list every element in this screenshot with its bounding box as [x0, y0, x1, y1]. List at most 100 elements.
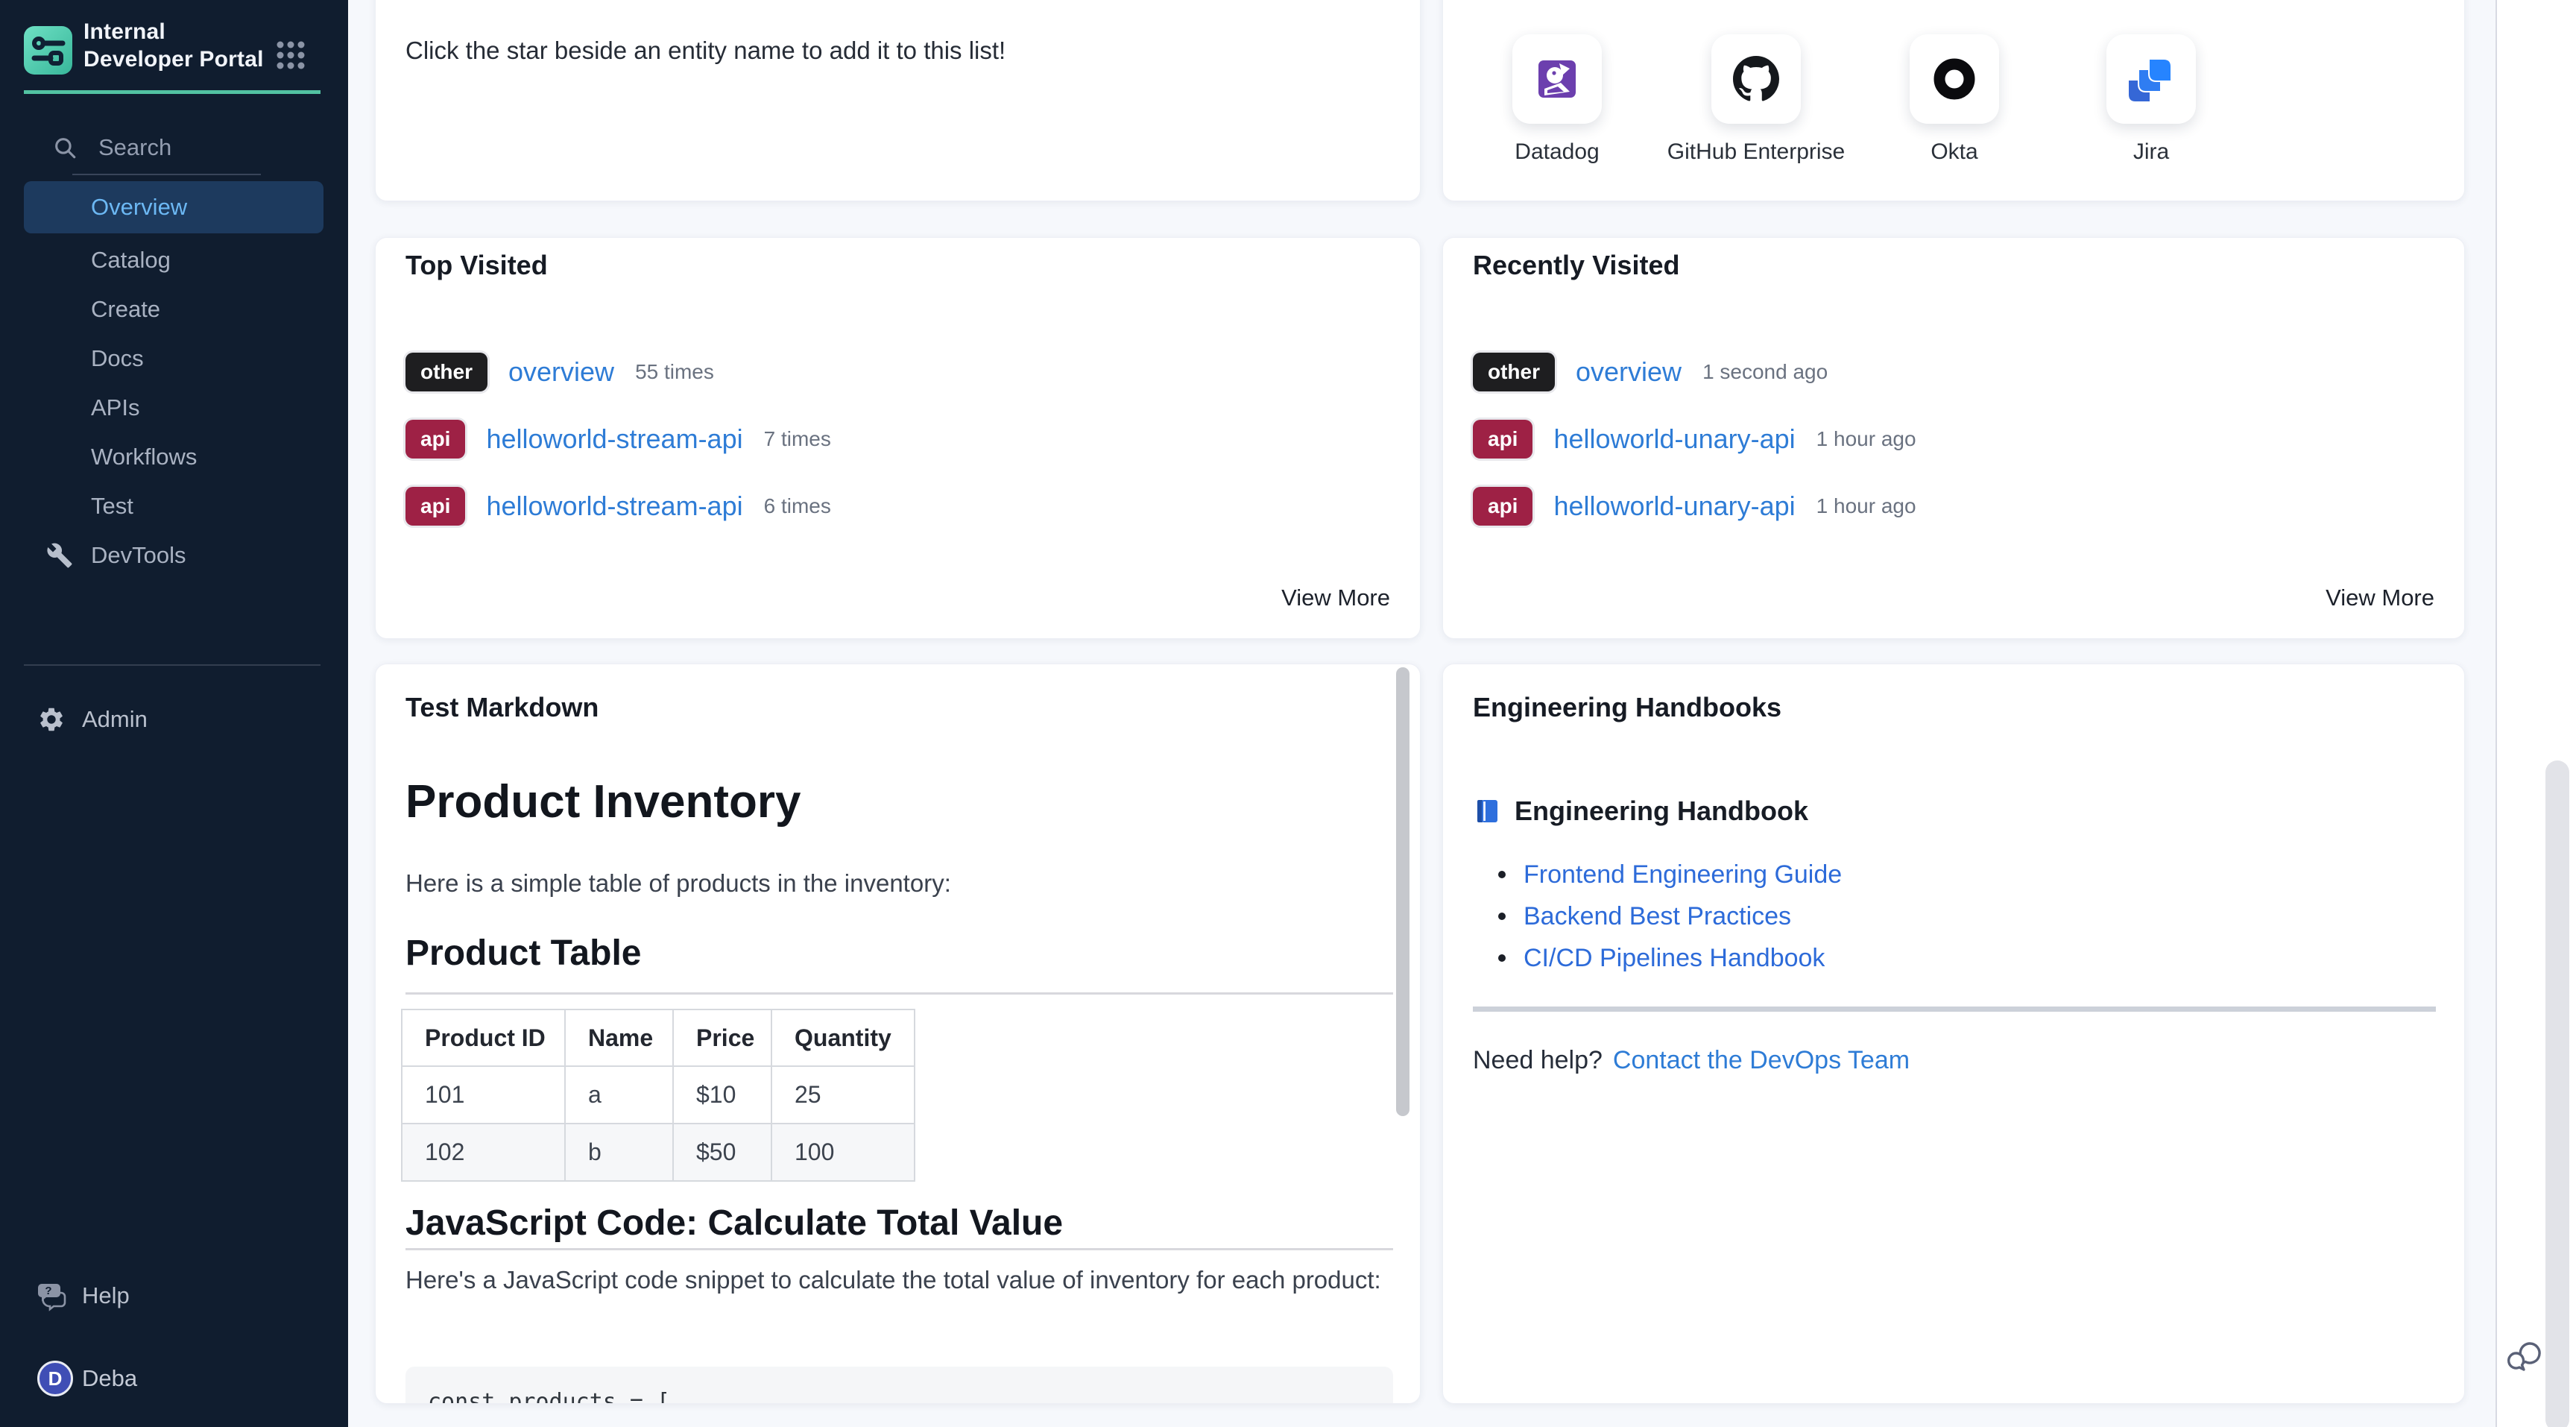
card-title: Top Visited — [405, 250, 548, 280]
table-cell: 102 — [401, 1123, 566, 1182]
sidebar-item-test[interactable]: Test — [24, 482, 323, 531]
okta-icon — [1931, 56, 1977, 102]
handbook-link[interactable]: Backend Best Practices — [1524, 901, 1792, 930]
sidebar-item-label: Docs — [91, 345, 144, 371]
visit-count: 7 times — [763, 427, 831, 450]
search-icon — [52, 135, 78, 160]
entity-link[interactable]: helloworld-unary-api — [1553, 423, 1796, 454]
sidebar-item-docs[interactable]: Docs — [24, 334, 323, 383]
app-logo[interactable] — [24, 26, 72, 75]
handbook-link[interactable]: Frontend Engineering Guide — [1524, 860, 1843, 889]
kind-chip-api: api — [1473, 487, 1533, 526]
page-scrollbar-thumb[interactable] — [2545, 760, 2569, 1427]
user-name: Deba — [82, 1365, 138, 1391]
test-markdown-card: Test Markdown Product Inventory Here is … — [375, 664, 1421, 1404]
sidebar-item-catalog[interactable]: Catalog — [24, 236, 323, 285]
need-help-text: Need help? — [1473, 1046, 1603, 1074]
kind-chip-other: other — [1473, 353, 1555, 391]
starred-entities-card: Click the star beside an entity name to … — [375, 0, 1421, 201]
table-cell: $50 — [672, 1123, 772, 1182]
kind-chip-other: other — [405, 353, 487, 391]
handbook-list-item: Frontend Engineering Guide — [1498, 857, 1842, 892]
engineering-handbooks-card: Engineering Handbooks Engineering Handbo… — [1442, 664, 2465, 1404]
view-more-button[interactable]: View More — [1281, 585, 1390, 611]
markdown-paragraph: Here is a simple table of products in th… — [405, 869, 951, 897]
table-cell: a — [564, 1065, 674, 1124]
table-row: 101 a $10 25 — [401, 1065, 915, 1124]
handbook-divider — [1473, 1007, 2436, 1012]
bullet-dot — [1498, 913, 1506, 920]
sidebar-item-workflows[interactable]: Workflows — [24, 432, 323, 482]
code-line: const products = [ — [428, 1389, 671, 1404]
table-cell: 25 — [771, 1065, 915, 1124]
sidebar-item-admin[interactable]: Admin — [24, 695, 323, 744]
markdown-divider — [405, 1248, 1393, 1250]
markdown-h1: Product Inventory — [405, 776, 801, 828]
entity-link[interactable]: helloworld-stream-api — [486, 423, 743, 454]
sidebar-item-label: Admin — [82, 706, 148, 732]
toolkit-label-okta: Okta — [1931, 139, 1978, 164]
github-icon — [1733, 56, 1779, 102]
svg-text:?: ? — [45, 1285, 51, 1297]
sidebar-item-devtools[interactable]: DevTools — [24, 531, 323, 580]
sidebar-item-apis[interactable]: APIs — [24, 383, 323, 432]
handbook-section-heading: Engineering Handbook — [1473, 796, 1808, 827]
app-title: Internal Developer Portal — [83, 19, 264, 72]
visited-row: other overview 1 second ago — [1473, 350, 1828, 394]
table-cell: b — [564, 1123, 674, 1182]
book-icon — [1473, 797, 1501, 825]
product-table: Product ID Name Price Quantity 101 a $10… — [401, 1009, 915, 1182]
sidebar-search[interactable]: Search — [52, 128, 298, 167]
search-label: Search — [98, 134, 172, 160]
visit-time: 1 hour ago — [1816, 494, 1916, 517]
sidebar-item-help[interactable]: ? Help — [24, 1271, 323, 1320]
sidebar-item-create[interactable]: Create — [24, 285, 323, 334]
toolkit-card: Datadog GitHub Enterprise Okta Jira — [1442, 0, 2465, 201]
sidebar-item-label: Help — [82, 1282, 130, 1308]
starred-empty-message: Click the star beside an entity name to … — [405, 37, 1006, 64]
visited-row: other overview 55 times — [405, 350, 714, 394]
help-chat-icon: ? — [37, 1280, 69, 1311]
entity-link[interactable]: overview — [508, 356, 615, 387]
toolkit-label-datadog: Datadog — [1515, 139, 1600, 164]
chat-widget-button[interactable] — [2501, 1333, 2548, 1379]
view-more-button[interactable]: View More — [2326, 585, 2434, 611]
sidebar-item-overview[interactable]: Overview — [24, 181, 323, 233]
entity-link[interactable]: overview — [1576, 356, 1682, 387]
apps-grid-icon[interactable] — [273, 36, 309, 75]
sidebar-item-label: DevTools — [91, 542, 186, 568]
user-avatar: D — [37, 1361, 73, 1396]
table-cell: 101 — [401, 1065, 566, 1124]
table-header: Quantity — [771, 1009, 915, 1067]
page-scrollbar-track[interactable] — [2496, 0, 2576, 1427]
recently-visited-card: Recently Visited other overview 1 second… — [1442, 237, 2465, 639]
sidebar-divider — [24, 664, 321, 666]
entity-link[interactable]: helloworld-stream-api — [486, 491, 743, 521]
portal-logo-icon — [31, 34, 66, 68]
toolkit-item-datadog[interactable] — [1512, 34, 1602, 124]
sidebar-item-label: Catalog — [91, 247, 171, 273]
top-visited-card: Top Visited other overview 55 times api … — [375, 237, 1421, 639]
table-row: 102 b $50 100 — [401, 1123, 915, 1182]
visited-row: api helloworld-unary-api 1 hour ago — [1473, 417, 1916, 462]
toolkit-item-okta[interactable] — [1910, 34, 1999, 124]
visit-time: 1 second ago — [1702, 360, 1828, 383]
card-scrollbar-thumb[interactable] — [1396, 667, 1409, 1116]
table-header-row: Product ID Name Price Quantity — [401, 1009, 915, 1067]
visit-count: 6 times — [763, 494, 831, 517]
table-cell: 100 — [771, 1123, 915, 1182]
table-header: Product ID — [401, 1009, 566, 1067]
handbook-list-item: CI/CD Pipelines Handbook — [1498, 940, 1825, 976]
entity-link[interactable]: helloworld-unary-api — [1553, 491, 1796, 521]
sidebar-item-label: Create — [91, 296, 161, 322]
visited-row: api helloworld-stream-api 7 times — [405, 417, 831, 462]
handbook-link[interactable]: CI/CD Pipelines Handbook — [1524, 943, 1825, 972]
markdown-divider — [405, 992, 1393, 995]
gear-icon — [37, 705, 66, 734]
toolkit-item-jira[interactable] — [2106, 34, 2196, 124]
toolkit-item-github[interactable] — [1711, 34, 1801, 124]
toolkit-label-jira: Jira — [2133, 139, 2170, 164]
sidebar-user[interactable]: D Deba — [24, 1354, 323, 1403]
kind-chip-api: api — [405, 420, 466, 459]
contact-devops-link[interactable]: Contact the DevOps Team — [1612, 1046, 1910, 1074]
